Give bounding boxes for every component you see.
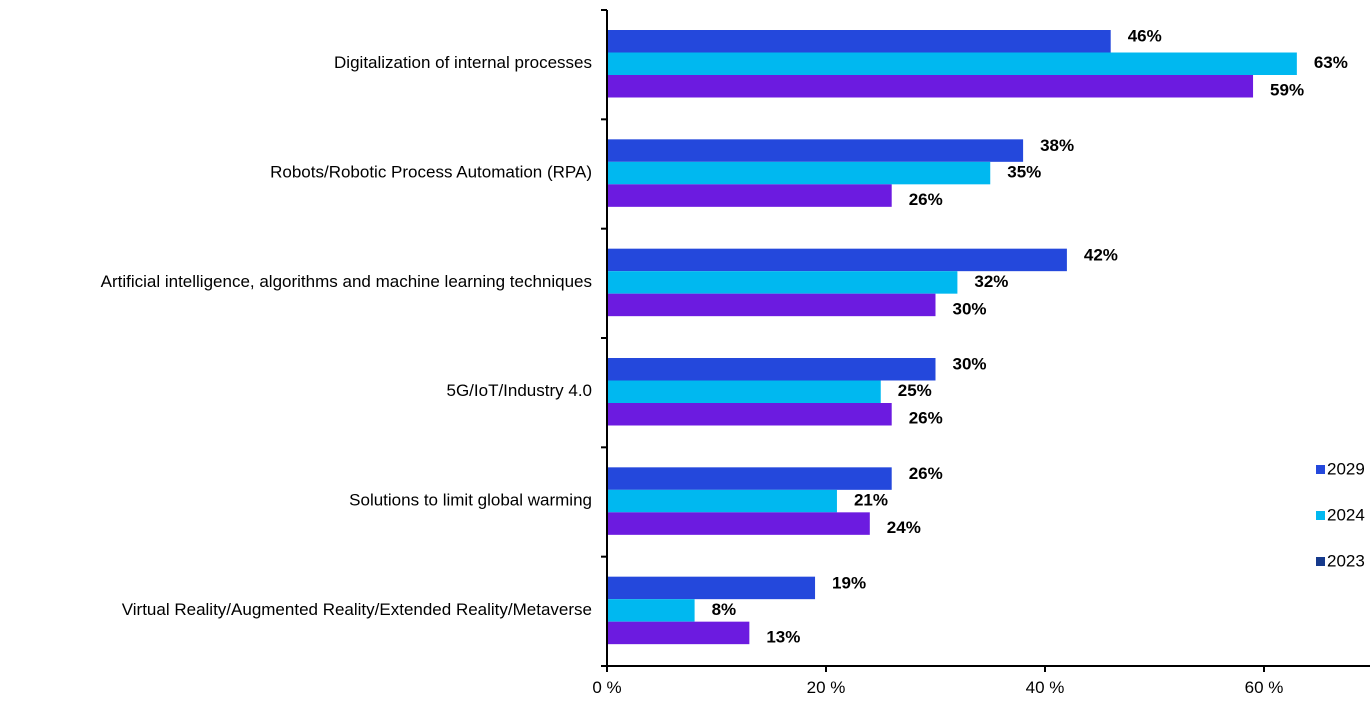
- data-label: 63%: [1314, 53, 1348, 72]
- data-label: 42%: [1084, 245, 1118, 264]
- data-label: 38%: [1040, 136, 1074, 155]
- data-label: 26%: [909, 190, 943, 209]
- bar-2024-5: [607, 489, 837, 513]
- legend-swatch-2024: [1316, 511, 1325, 520]
- category-label: Robots/Robotic Process Automation (RPA): [270, 163, 592, 182]
- bar-2023-4: [607, 403, 892, 426]
- bar-2029-4: [607, 358, 936, 381]
- data-label: 8%: [712, 600, 737, 619]
- bar-2023-1: [607, 75, 1254, 98]
- legend-swatch-2023: [1316, 557, 1325, 566]
- legend-swatch-2029: [1316, 465, 1325, 474]
- legend-label-2029: 2029: [1327, 459, 1365, 478]
- data-label: 24%: [887, 518, 921, 537]
- category-label: 5G/IoT/Industry 4.0: [446, 381, 592, 400]
- x-tick-label: 0 %: [592, 678, 621, 697]
- x-tick-label: 20 %: [807, 678, 846, 697]
- axes-group: 0 % 20 % 40 % 60 %: [592, 9, 1370, 697]
- bar-2029-6: [607, 576, 816, 600]
- data-label: 30%: [953, 299, 987, 318]
- x-tick-label: 40 %: [1026, 678, 1065, 697]
- legend-label-2024: 2024: [1327, 505, 1365, 524]
- data-label: 35%: [1007, 163, 1041, 182]
- bar-2024-6: [607, 599, 695, 622]
- data-label: 26%: [909, 409, 943, 428]
- x-tick-label: 60 %: [1245, 678, 1284, 697]
- data-label: 59%: [1270, 81, 1304, 100]
- bar-2024-3: [607, 271, 958, 294]
- bar-2029-3: [607, 248, 1067, 272]
- bar-2029-1: [607, 30, 1111, 53]
- data-label: 19%: [832, 573, 866, 592]
- bar-2023-5: [607, 512, 870, 535]
- bars-group: [607, 30, 1297, 645]
- data-label: 13%: [766, 627, 800, 646]
- data-label: 30%: [953, 355, 987, 374]
- legend: 2029 2024 2023: [1316, 459, 1365, 570]
- data-label: 21%: [854, 491, 888, 510]
- bar-2024-2: [607, 161, 991, 185]
- legend-label-2023: 2023: [1327, 551, 1365, 570]
- bar-2023-6: [607, 621, 750, 645]
- data-label: 25%: [898, 381, 932, 400]
- bar-2029-5: [607, 467, 892, 490]
- bar-2023-3: [607, 293, 936, 317]
- bar-2029-2: [607, 139, 1024, 162]
- category-label: Virtual Reality/Augmented Reality/Extend…: [122, 600, 592, 619]
- bar-2024-1: [607, 52, 1297, 75]
- bar-2023-2: [607, 184, 892, 207]
- value-labels-group: 46% 63% 59% 38% 35% 26% 42% 32% 30% 30% 25% 26% 26% 2…: [712, 27, 1348, 647]
- category-labels-group: Digitalization of internal processes Robo…: [101, 53, 592, 619]
- category-label: Digitalization of internal processes: [334, 53, 592, 72]
- category-label: Solutions to limit global warming: [349, 491, 592, 510]
- category-label: Artificial intelligence, algorithms and …: [101, 272, 592, 291]
- data-label: 46%: [1128, 27, 1162, 46]
- data-label: 26%: [909, 464, 943, 483]
- data-label: 32%: [974, 272, 1008, 291]
- bar-2024-4: [607, 380, 881, 403]
